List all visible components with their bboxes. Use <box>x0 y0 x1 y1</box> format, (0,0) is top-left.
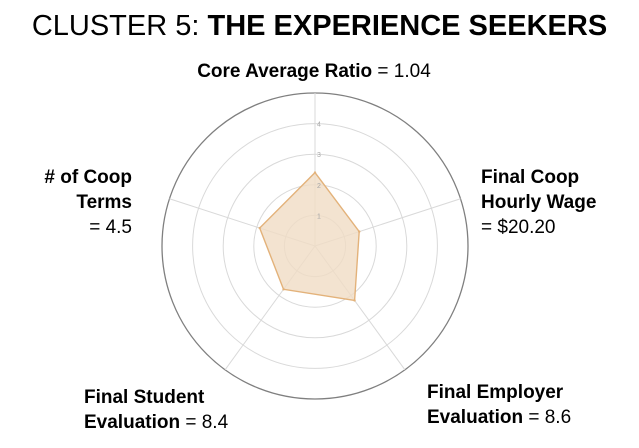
tick-label-1: 1 <box>317 213 321 220</box>
core-ratio-name: Core Average Ratio <box>197 61 373 82</box>
tick-label-3: 3 <box>317 152 321 159</box>
wage-name-2: Hourly Wage <box>481 192 597 213</box>
title-prefix: CLUSTER 5: <box>31 10 208 42</box>
data-point-2 <box>358 230 361 233</box>
core-ratio-value: = 1.04 <box>372 61 431 82</box>
label-core-average-ratio: Core Average Ratio = 1.04 <box>0 59 628 84</box>
chart-title: CLUSTER 5: THE EXPERIENCE SEEKERS <box>0 8 639 44</box>
data-point-5 <box>258 226 261 230</box>
label-coop-terms: # of Coop Terms = 4.5 <box>22 165 132 240</box>
label-coop-hourly-wage: Final Coop Hourly Wage = $20.20 <box>481 165 631 240</box>
wage-value: = $20.20 <box>481 217 556 238</box>
label-employer-evaluation: Final Employer Evaluation = 8.6 <box>427 380 627 430</box>
title-name: THE EXPERIENCE SEEKERS <box>207 10 608 42</box>
data-point-3 <box>353 299 356 302</box>
wage-name-1: Final Coop <box>481 167 580 188</box>
employer-eval-value: = 8.6 <box>523 407 572 428</box>
data-point-1 <box>313 171 317 174</box>
label-student-evaluation: Final Student Evaluation = 8.4 <box>84 385 284 435</box>
data-point-4 <box>282 288 285 291</box>
coop-terms-name-1: # of Coop <box>44 167 132 188</box>
student-eval-name-1: Final Student <box>84 387 205 408</box>
tick-label-4: 4 <box>317 122 321 129</box>
employer-eval-name-1: Final Employer <box>427 382 564 403</box>
tick-label-2: 2 <box>317 183 321 190</box>
coop-terms-name-2: Terms <box>76 192 132 213</box>
data-polygon <box>258 171 360 302</box>
employer-eval-name-2: Evaluation <box>427 407 524 428</box>
coop-terms-value: = 4.5 <box>89 217 132 238</box>
student-eval-value: = 8.4 <box>180 412 229 433</box>
student-eval-name-2: Evaluation <box>84 412 181 433</box>
